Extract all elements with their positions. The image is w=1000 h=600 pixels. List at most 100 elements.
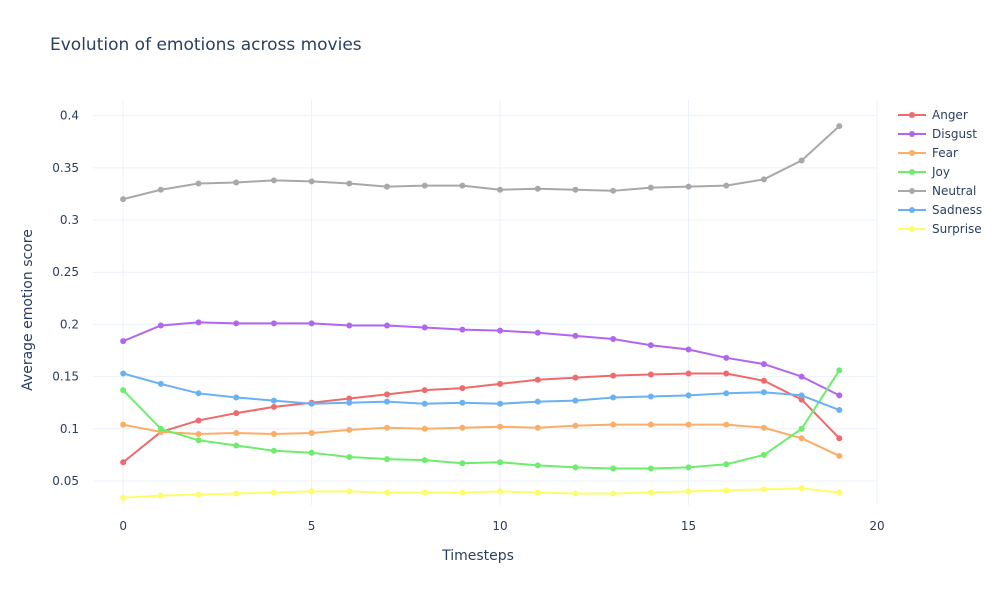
data-point-fear[interactable]: [421, 425, 428, 432]
data-point-joy[interactable]: [798, 425, 805, 432]
data-point-surprise[interactable]: [157, 492, 164, 499]
data-point-fear[interactable]: [723, 421, 730, 428]
data-point-fear[interactable]: [610, 421, 617, 428]
data-point-disgust[interactable]: [421, 324, 428, 331]
legend-item-fear[interactable]: Fear: [898, 146, 958, 160]
data-point-anger[interactable]: [798, 396, 805, 403]
data-point-neutral[interactable]: [534, 185, 541, 192]
data-point-surprise[interactable]: [421, 489, 428, 496]
data-point-anger[interactable]: [647, 371, 654, 378]
data-point-fear[interactable]: [384, 424, 390, 431]
data-point-disgust[interactable]: [836, 392, 843, 399]
legend-item-anger[interactable]: Anger: [898, 108, 968, 122]
data-point-disgust[interactable]: [384, 322, 390, 329]
data-point-joy[interactable]: [572, 464, 579, 471]
data-point-sadness[interactable]: [572, 397, 579, 404]
data-point-disgust[interactable]: [572, 332, 579, 339]
data-point-joy[interactable]: [384, 456, 390, 463]
data-point-neutral[interactable]: [157, 186, 164, 193]
data-point-fear[interactable]: [647, 421, 654, 428]
data-point-fear[interactable]: [195, 431, 202, 438]
data-point-disgust[interactable]: [685, 346, 692, 353]
data-point-sadness[interactable]: [346, 399, 353, 406]
data-point-sadness[interactable]: [647, 393, 654, 400]
data-point-disgust[interactable]: [120, 338, 127, 345]
data-point-anger[interactable]: [346, 395, 353, 402]
data-point-joy[interactable]: [233, 442, 240, 449]
data-point-disgust[interactable]: [647, 342, 654, 349]
data-point-sadness[interactable]: [459, 399, 466, 406]
data-point-sadness[interactable]: [308, 400, 315, 407]
legend[interactable]: Anger Disgust Fear Joy Neutral Sadness Surpris…: [898, 108, 982, 236]
data-point-disgust[interactable]: [459, 326, 466, 333]
data-point-sadness[interactable]: [233, 394, 240, 401]
data-point-anger[interactable]: [760, 377, 767, 384]
data-point-joy[interactable]: [685, 464, 692, 471]
data-point-neutral[interactable]: [647, 184, 654, 191]
data-point-surprise[interactable]: [195, 491, 202, 498]
data-point-surprise[interactable]: [384, 489, 390, 496]
data-point-disgust[interactable]: [157, 322, 164, 329]
data-point-disgust[interactable]: [233, 320, 240, 327]
legend-item-surprise[interactable]: Surprise: [898, 222, 982, 236]
data-point-surprise[interactable]: [572, 490, 579, 497]
data-point-neutral[interactable]: [384, 183, 390, 190]
data-point-joy[interactable]: [760, 451, 767, 458]
data-point-disgust[interactable]: [610, 336, 617, 343]
legend-item-sadness[interactable]: Sadness: [898, 203, 982, 217]
data-point-disgust[interactable]: [346, 322, 353, 329]
legend-item-neutral[interactable]: Neutral: [898, 184, 976, 198]
data-point-neutral[interactable]: [195, 180, 202, 187]
data-point-sadness[interactable]: [497, 400, 504, 407]
data-point-neutral[interactable]: [572, 186, 579, 193]
data-point-neutral[interactable]: [308, 178, 315, 185]
data-point-joy[interactable]: [421, 457, 428, 464]
data-point-fear[interactable]: [270, 431, 277, 438]
data-point-joy[interactable]: [270, 447, 277, 454]
data-point-sadness[interactable]: [760, 389, 767, 396]
data-point-anger[interactable]: [459, 385, 466, 392]
data-point-joy[interactable]: [610, 465, 617, 472]
data-point-sadness[interactable]: [610, 394, 617, 401]
data-point-neutral[interactable]: [120, 196, 127, 203]
data-point-surprise[interactable]: [459, 489, 466, 496]
data-point-anger[interactable]: [572, 374, 579, 381]
data-point-joy[interactable]: [308, 449, 315, 456]
data-point-sadness[interactable]: [195, 390, 202, 397]
data-point-disgust[interactable]: [195, 319, 202, 326]
data-point-disgust[interactable]: [308, 320, 315, 327]
data-point-anger[interactable]: [233, 410, 240, 417]
data-point-joy[interactable]: [195, 437, 202, 444]
data-point-disgust[interactable]: [534, 329, 541, 336]
data-point-sadness[interactable]: [798, 392, 805, 399]
data-point-anger[interactable]: [270, 403, 277, 410]
data-point-sadness[interactable]: [270, 397, 277, 404]
data-point-sadness[interactable]: [384, 398, 390, 405]
data-point-joy[interactable]: [346, 453, 353, 460]
data-point-anger[interactable]: [384, 391, 390, 398]
data-point-fear[interactable]: [798, 435, 805, 442]
data-point-fear[interactable]: [459, 424, 466, 431]
data-point-sadness[interactable]: [120, 370, 127, 377]
data-point-anger[interactable]: [836, 435, 843, 442]
data-point-surprise[interactable]: [610, 490, 617, 497]
data-point-surprise[interactable]: [760, 486, 767, 493]
data-point-fear[interactable]: [233, 429, 240, 436]
data-point-sadness[interactable]: [685, 392, 692, 399]
data-point-joy[interactable]: [120, 387, 127, 394]
data-point-sadness[interactable]: [421, 400, 428, 407]
data-point-surprise[interactable]: [723, 487, 730, 494]
data-point-surprise[interactable]: [308, 488, 315, 495]
data-point-fear[interactable]: [572, 422, 579, 429]
data-point-neutral[interactable]: [233, 179, 240, 186]
data-point-fear[interactable]: [836, 452, 843, 459]
data-point-surprise[interactable]: [233, 490, 240, 497]
data-point-neutral[interactable]: [610, 187, 617, 194]
data-point-joy[interactable]: [459, 460, 466, 467]
data-point-anger[interactable]: [421, 387, 428, 394]
data-point-surprise[interactable]: [647, 489, 654, 496]
data-point-anger[interactable]: [610, 372, 617, 379]
data-point-sadness[interactable]: [534, 398, 541, 405]
data-point-neutral[interactable]: [459, 182, 466, 189]
data-point-fear[interactable]: [346, 426, 353, 433]
